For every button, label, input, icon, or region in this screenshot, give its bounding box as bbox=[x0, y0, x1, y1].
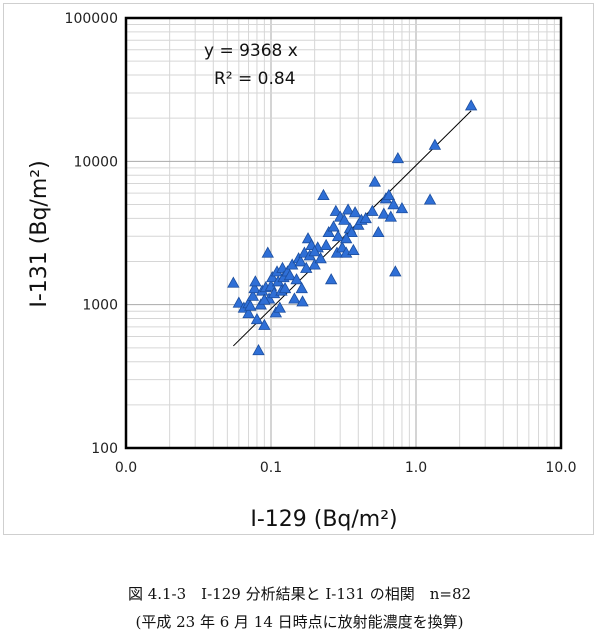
data-point bbox=[366, 204, 379, 216]
data-point bbox=[248, 282, 261, 294]
data-point bbox=[308, 245, 321, 257]
data-point bbox=[423, 193, 437, 205]
equation-label: y = 9368 x bbox=[204, 41, 298, 61]
data-point bbox=[464, 99, 478, 111]
data-point bbox=[340, 232, 353, 244]
scatter-chart: 100000 10000 1000 100 0.0 0.1 1.0 10.0 y = 936… bbox=[27, 11, 577, 532]
data-point bbox=[242, 307, 255, 319]
data-point bbox=[232, 296, 246, 308]
x-axis-title: I-129 (Bq/m²) bbox=[250, 507, 397, 532]
y-axis-title: I-131 (Bq/m²) bbox=[27, 160, 52, 307]
x-tick-label: 10.0 bbox=[545, 460, 576, 476]
data-point bbox=[258, 293, 271, 305]
data-point bbox=[428, 138, 442, 150]
x-tick-label: 0.0 bbox=[115, 460, 137, 476]
data-point bbox=[288, 292, 301, 304]
grid-lines bbox=[126, 18, 561, 448]
r-squared-label: R² = 0.84 bbox=[214, 69, 296, 89]
data-point bbox=[283, 269, 297, 281]
y-tick-label: 100000 bbox=[65, 11, 118, 27]
data-point bbox=[261, 246, 274, 258]
data-point bbox=[308, 258, 321, 270]
data-point bbox=[252, 344, 265, 356]
data-point bbox=[322, 225, 335, 238]
data-point bbox=[359, 212, 372, 224]
data-point bbox=[273, 301, 286, 313]
data-point bbox=[327, 220, 340, 232]
x-tick-label: 1.0 bbox=[405, 460, 427, 476]
data-point bbox=[338, 213, 351, 225]
data-point bbox=[266, 271, 279, 283]
data-point bbox=[319, 238, 333, 250]
data-point bbox=[324, 273, 338, 285]
data-point bbox=[227, 276, 240, 288]
data-point bbox=[382, 188, 396, 201]
figure-caption-line1: 図 4.1-3 I-129 分析結果と I-131 の相関 n=82 bbox=[127, 585, 472, 603]
data-point bbox=[246, 289, 260, 301]
figure-caption-line2: (平成 23 年 6 月 14 日時点に放射能濃度を換算) bbox=[135, 613, 464, 631]
data-point bbox=[341, 203, 355, 215]
data-point bbox=[244, 299, 257, 311]
data-points bbox=[227, 99, 478, 356]
data-point bbox=[387, 198, 400, 210]
data-point bbox=[395, 202, 409, 214]
data-point bbox=[372, 225, 385, 238]
plot-border bbox=[124, 16, 563, 450]
data-point bbox=[317, 188, 330, 201]
data-point bbox=[300, 261, 313, 273]
data-point bbox=[249, 275, 262, 287]
data-point bbox=[347, 243, 360, 255]
data-point bbox=[290, 273, 303, 285]
data-point bbox=[345, 225, 358, 238]
data-point bbox=[294, 255, 307, 267]
data-point bbox=[389, 265, 402, 277]
data-point bbox=[296, 295, 309, 307]
data-point bbox=[278, 282, 292, 294]
data-point bbox=[391, 151, 405, 164]
data-point bbox=[250, 313, 264, 325]
data-point bbox=[377, 207, 391, 219]
data-point bbox=[295, 282, 308, 294]
data-point bbox=[384, 210, 397, 222]
data-point bbox=[348, 206, 362, 218]
chart-frame: 100000 10000 1000 100 0.0 0.1 1.0 10.0 y = 936… bbox=[3, 3, 594, 535]
y-tick-label: 1000 bbox=[82, 298, 118, 314]
data-point bbox=[329, 204, 343, 216]
data-point bbox=[258, 318, 271, 330]
data-point bbox=[331, 229, 345, 242]
x-tick-labels: 0.0 0.1 1.0 10.0 bbox=[115, 460, 577, 476]
data-point bbox=[314, 252, 327, 264]
y-tick-labels: 100000 10000 1000 100 bbox=[65, 11, 118, 457]
data-point bbox=[368, 175, 382, 187]
y-tick-label: 10000 bbox=[73, 154, 118, 170]
data-point bbox=[286, 258, 299, 270]
x-tick-label: 0.1 bbox=[260, 460, 282, 476]
y-tick-label: 100 bbox=[91, 441, 118, 457]
